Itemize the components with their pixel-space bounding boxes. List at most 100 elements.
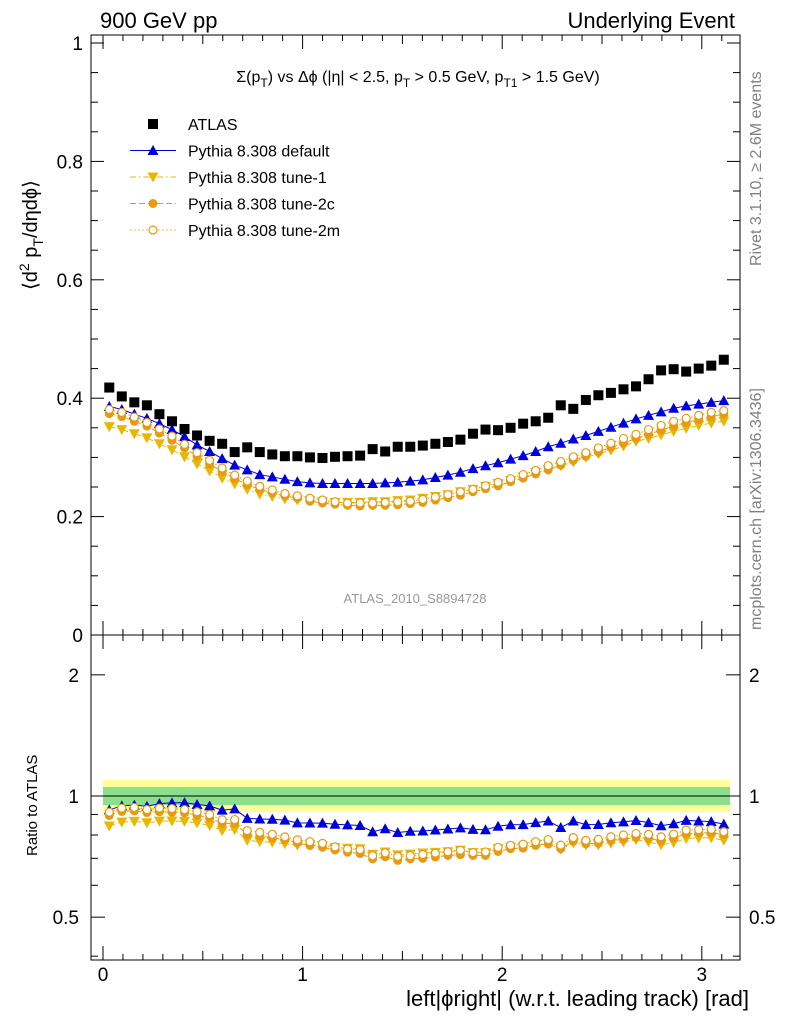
ratio-point [229,825,241,836]
data-point [530,445,542,456]
data-point [254,469,266,480]
data-point [405,441,416,452]
ratio-point [291,817,303,828]
ratio-point [379,823,391,834]
data-point [718,354,729,365]
legend-entry: ATLAS [148,117,238,134]
ratio-point [617,816,629,827]
data-point [154,424,165,434]
data-point [342,498,353,508]
ratio-point [142,804,152,815]
ratio-point [643,829,654,839]
legend-marker [147,172,159,183]
series-pythia-8-308-tune-2m [104,404,729,508]
data-point [117,407,127,418]
ratio-y-axis-label: Ratio to ATLAS [24,755,41,856]
data-point [592,425,604,436]
data-point [380,446,391,457]
ratio-point [567,815,579,826]
legend-entry: Pythia 8.308 default [130,144,330,161]
ratio-point [581,835,591,845]
data-point [430,438,441,449]
ratio-point [217,815,227,825]
data-point [505,422,516,433]
ratio-point [255,827,265,837]
ratio-axis-ticks: 0.5 0.5 1 1 2 2 0 1 2 3 [53,635,775,986]
ratio-point [279,814,291,825]
ratio-point [330,842,340,852]
ratio-point [355,844,365,855]
ratio-point [354,819,366,830]
data-point [304,452,315,463]
ratio-point [442,823,454,834]
data-point [104,404,114,415]
data-point [655,406,667,417]
data-point [129,397,140,408]
data-point [392,476,404,487]
ratio-point [417,825,429,836]
ratio-point [655,820,667,831]
data-point [355,498,365,508]
data-point [141,400,152,411]
ratio-point [191,799,203,810]
ratio-point [718,835,730,846]
data-point [455,434,466,445]
data-point [204,445,216,456]
data-point [354,477,366,488]
data-point [606,438,616,448]
data-point [681,366,692,377]
ratio-point [518,839,528,849]
data-point [718,395,730,406]
ratio-point [593,834,603,844]
ratio-point [706,824,716,834]
ratio-point [429,824,441,835]
data-point [304,477,316,488]
ratio-point [368,851,378,861]
data-point [580,394,591,405]
data-point [129,412,139,422]
data-point [191,459,203,470]
data-point [531,465,541,476]
data-point [305,493,315,503]
data-point [342,477,354,488]
ratio-point [254,813,266,824]
data-point [116,425,128,436]
data-point [593,443,603,453]
ratio-point [505,819,517,830]
ratio-point [280,832,290,842]
data-point [329,477,341,488]
ratio-point [141,818,153,829]
data-point [142,417,152,428]
legend-entry: Pythia 8.308 tune-2c [130,197,335,214]
main-y-tick-label: 0.4 [57,389,84,410]
legend-label: Pythia 8.308 tune-2c [188,197,335,214]
ratio-point [631,828,641,839]
ratio-point [241,812,253,823]
ratio-point [380,848,390,858]
data-point [480,481,491,491]
data-point [680,423,692,434]
ratio-point [316,817,328,828]
x-axis-label: left|ϕright| (w.r.t. leading track) [rad… [406,986,749,1011]
main-data-marks [103,354,730,511]
data-point [643,424,654,435]
ratio-point [329,818,341,829]
data-point [216,453,228,464]
series-atlas [104,354,729,463]
data-point [417,474,429,485]
data-point [706,360,717,371]
legend-label: Pythia 8.308 tune-2m [188,223,340,240]
data-point [480,460,492,471]
ratio-y-tick-label-right: 0.5 [749,908,775,929]
main-plot-panel: 0 0.2 0.4 0.6 0.8 1 Σ(pT) vs Δϕ (|η| < 2.5, p… [16,34,741,647]
main-y-tick-label: 0 [72,626,83,647]
main-y-tick-label: 0.8 [57,152,83,173]
ratio-point [153,816,165,827]
data-point [718,416,730,427]
data-point [593,390,604,401]
legend-marker [147,145,159,155]
data-point [104,382,115,393]
ratio-point [506,840,516,850]
data-point [631,381,642,392]
